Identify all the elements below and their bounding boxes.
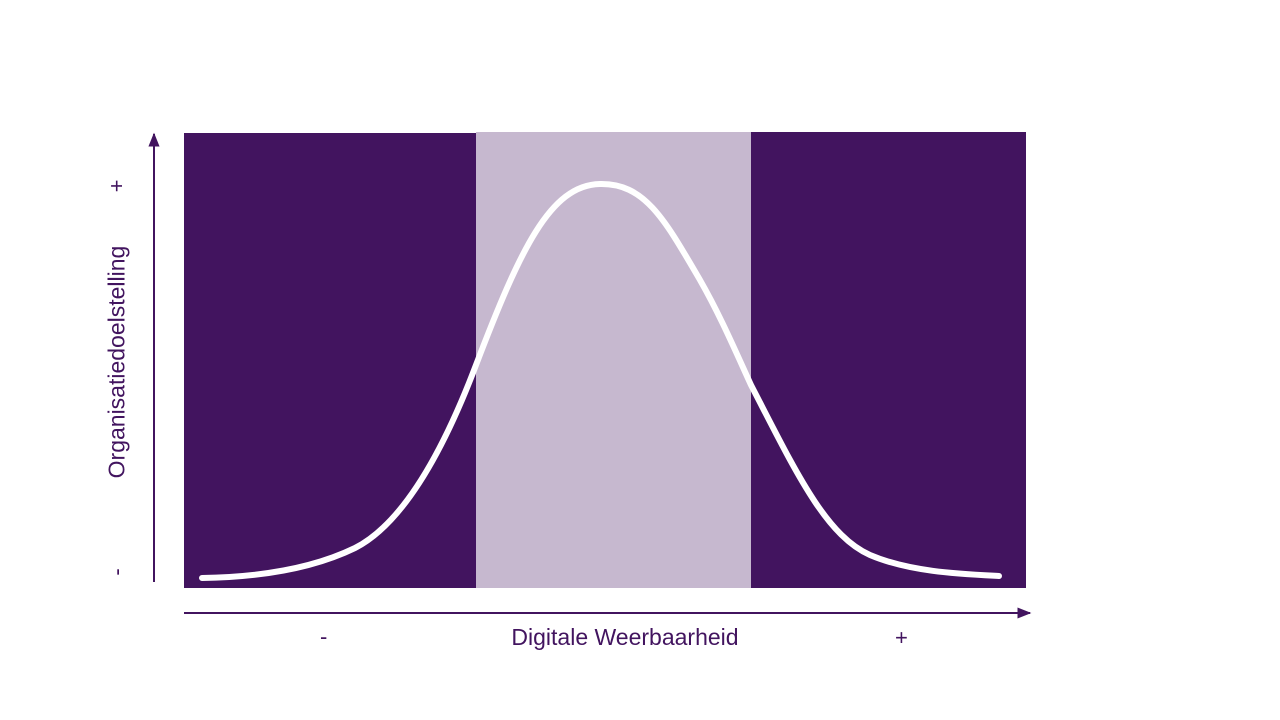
x-axis-low-label: - [320,624,328,649]
y-axis-low-label: - [104,568,129,576]
right-zone [751,132,1026,588]
bell-curve-line [199,180,1002,581]
middle-zone [476,132,751,588]
left-zone [184,133,476,588]
x-axis-high-label: + [895,625,908,650]
y-axis-high-label: + [104,179,129,193]
y-axis-title: Organisatiedoelstelling [103,245,130,479]
x-axis-title: Digitale Weerbaarheid [511,624,739,650]
